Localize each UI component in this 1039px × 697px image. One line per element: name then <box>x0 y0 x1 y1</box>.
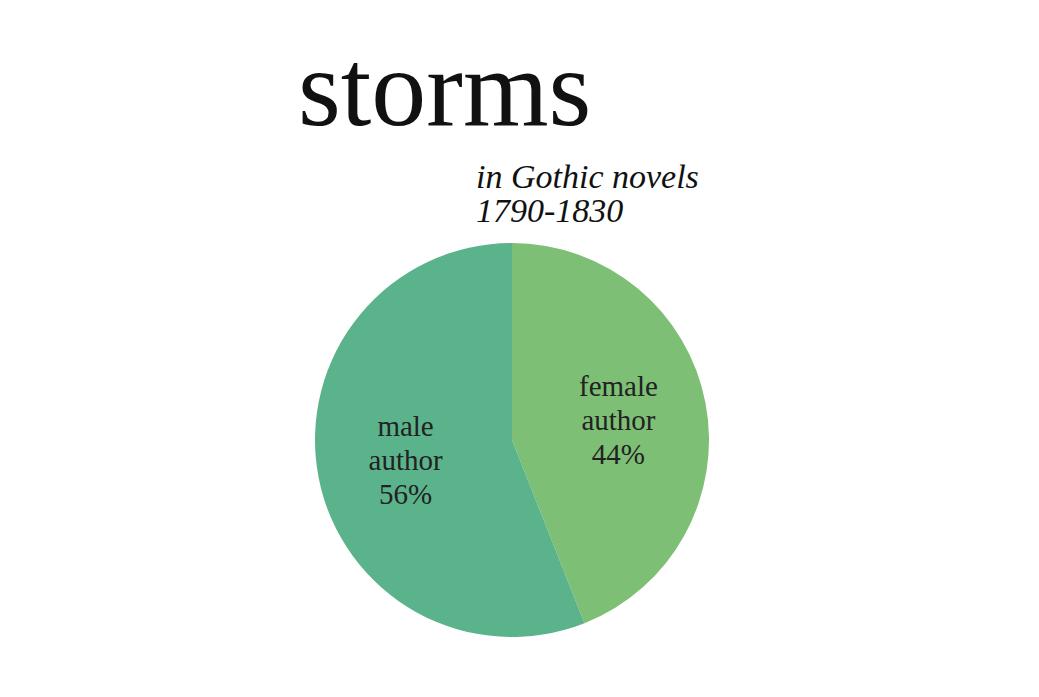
svg-text:femaleauthor44%: femaleauthor44% <box>579 370 658 470</box>
html-text:in Gothic novels 1790-1830: in Gothic novels 1790-1830 <box>476 158 699 229</box>
html-text:storms: storms <box>298 27 592 149</box>
svg-text:maleauthor56%: maleauthor56% <box>369 410 443 510</box>
